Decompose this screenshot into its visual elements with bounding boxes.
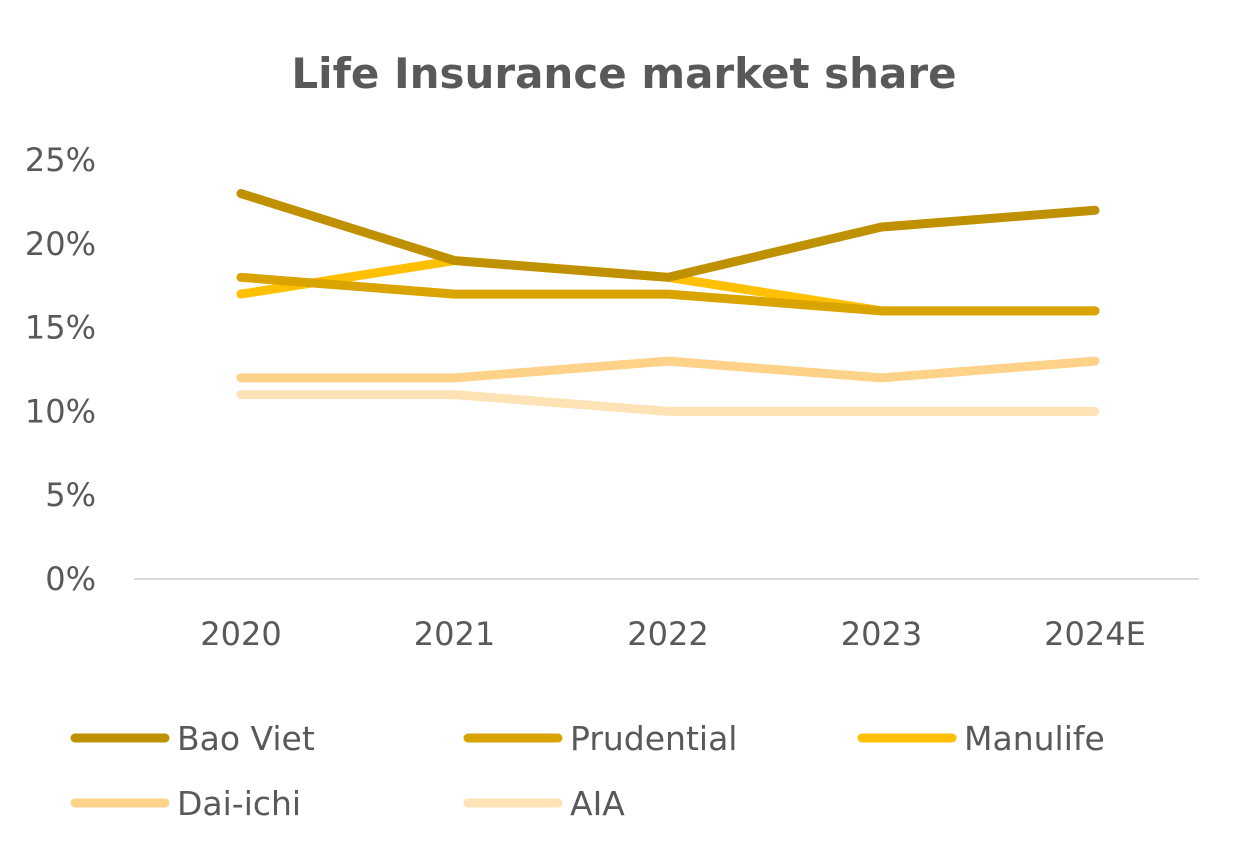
- y-tick-label: 15%: [25, 309, 96, 347]
- x-tick-label: 2024E: [1044, 615, 1146, 653]
- x-axis-labels: 2020 2021 2022 2023 2024E: [200, 615, 1146, 653]
- x-tick-label: 2021: [414, 615, 495, 653]
- y-tick-label: 25%: [25, 141, 96, 179]
- y-tick-label: 5%: [45, 476, 96, 514]
- legend-label-manulife: Manulife: [964, 719, 1105, 758]
- x-tick-label: 2022: [627, 615, 708, 653]
- legend-label-bao-viet: Bao Viet: [177, 719, 315, 758]
- series-line-prudential: [236, 272, 1100, 316]
- chart-title: Life Insurance market share: [291, 49, 956, 98]
- x-tick-label: 2020: [200, 615, 281, 653]
- x-tick-label: 2023: [841, 615, 922, 653]
- y-tick-label: 20%: [25, 225, 96, 263]
- series-line-dai-ichi: [236, 356, 1100, 383]
- legend-label-prudential: Prudential: [570, 719, 737, 758]
- legend-label-aia: AIA: [570, 784, 625, 823]
- series-lines: [236, 189, 1100, 416]
- series-line-bao-viet: [236, 189, 1100, 282]
- y-tick-label: 10%: [25, 392, 96, 430]
- y-axis-labels: 0% 5% 10% 15% 20% 25%: [25, 141, 96, 598]
- series-line-aia: [236, 390, 1100, 416]
- legend-label-dai-ichi: Dai-ichi: [177, 784, 301, 823]
- legend: Bao Viet Prudential Manulife Dai-ichi AIA: [70, 719, 1105, 823]
- y-tick-label: 0%: [45, 560, 96, 598]
